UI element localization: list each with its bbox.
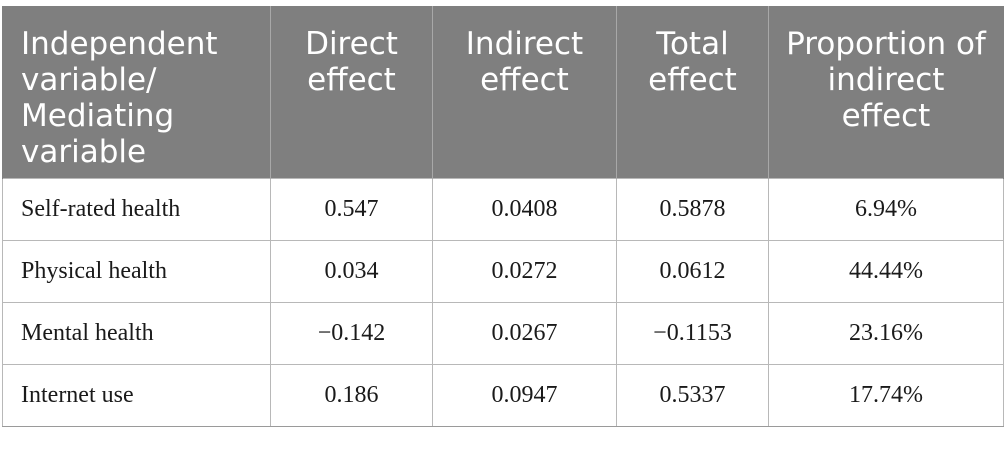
cell-proportion: 44.44%: [768, 240, 1004, 303]
cell-direct-effect: 0.186: [270, 364, 433, 427]
header-total-effect: Total effect: [616, 6, 769, 179]
cell-direct-effect: 0.034: [270, 240, 433, 303]
cell-total-effect: 0.5878: [616, 178, 769, 241]
cell-total-effect: 0.0612: [616, 240, 769, 303]
table-row: Physical health 0.034 0.0272 0.0612 44.4…: [2, 240, 1004, 303]
header-direct-effect: Direct effect: [270, 6, 433, 179]
cell-proportion: 17.74%: [768, 364, 1004, 427]
table-body: Self-rated health 0.547 0.0408 0.5878 6.…: [2, 178, 1004, 427]
header-row: Independent variable/ Mediating variable…: [2, 6, 1004, 179]
header-indirect-effect: Indirect effect: [432, 6, 617, 179]
cell-indirect-effect: 0.0272: [432, 240, 617, 303]
cell-indirect-effect: 0.0947: [432, 364, 617, 427]
row-label: Mental health: [2, 302, 271, 365]
header-independent-variable: Independent variable/ Mediating variable: [2, 6, 271, 179]
table-row: Mental health −0.142 0.0267 −0.1153 23.1…: [2, 302, 1004, 365]
header-proportion-indirect: Proportion of indirect effect: [768, 6, 1004, 179]
table-row: Self-rated health 0.547 0.0408 0.5878 6.…: [2, 178, 1004, 241]
cell-proportion: 6.94%: [768, 178, 1004, 241]
cell-indirect-effect: 0.0267: [432, 302, 617, 365]
cell-proportion: 23.16%: [768, 302, 1004, 365]
cell-total-effect: −0.1153: [616, 302, 769, 365]
table-row: Internet use 0.186 0.0947 0.5337 17.74%: [2, 364, 1004, 427]
cell-indirect-effect: 0.0408: [432, 178, 617, 241]
mediation-effects-table: Independent variable/ Mediating variable…: [2, 6, 1004, 427]
row-label: Self-rated health: [2, 178, 271, 241]
cell-total-effect: 0.5337: [616, 364, 769, 427]
row-label: Internet use: [2, 364, 271, 427]
row-label: Physical health: [2, 240, 271, 303]
cell-direct-effect: −0.142: [270, 302, 433, 365]
table-header: Independent variable/ Mediating variable…: [2, 6, 1004, 179]
cell-direct-effect: 0.547: [270, 178, 433, 241]
